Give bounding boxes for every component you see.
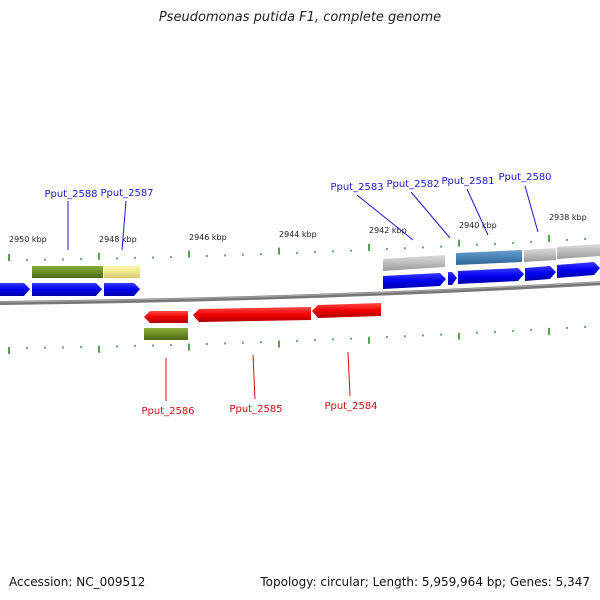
forward-cds-track [0,262,600,296]
leader-pput-2580 [524,185,539,233]
gene-label-pput-2580[interactable]: Pput_2580 [498,172,551,183]
leader-pput-2583 [356,194,414,241]
tick-label-2942: 2942 kbp [369,226,407,235]
tick-labels: 2950 kbp 2948 kbp 2946 kbp 2944 kbp 2942… [9,213,587,244]
genome-backbone [0,281,600,305]
leader-pput-2584 [347,351,351,397]
cog-block-pput-2587 [104,266,140,278]
cog-block-pput-2586 [144,328,188,340]
cog-block-pput-2580a [524,248,556,262]
cog-block-pput-2583 [383,255,445,271]
genome-summary: Topology: circular; Length: 5,959,964 bp… [260,575,590,589]
leader-pput-2581 [466,188,489,236]
gene-label-pput-2587[interactable]: Pput_2587 [100,188,153,199]
leader-pput-2585 [252,354,256,400]
cds-arrow-pput-2580a[interactable] [525,266,556,281]
leader-pput-2587 [121,200,127,251]
tick-label-2938: 2938 kbp [549,213,587,222]
tick-label-2946: 2946 kbp [189,233,227,242]
cog-block-pput-2581 [456,250,522,265]
reverse-cds-track [144,303,381,323]
gene-label-pput-2582[interactable]: Pput_2582 [386,179,439,190]
cds-arrow-pput-2585[interactable] [193,307,311,322]
label-leaders [67,185,539,401]
gene-labels: Pput_2588 Pput_2587 Pput_2583 Pput_2582 … [44,172,551,417]
cds-arrow-pput-2588[interactable] [32,283,102,296]
gene-label-pput-2584[interactable]: Pput_2584 [324,401,377,412]
cds-arrow-pput-2586[interactable] [144,311,188,323]
gene-label-pput-2588[interactable]: Pput_2588 [44,189,97,200]
cds-arrow-pput-2581[interactable] [458,268,524,284]
map-title: Pseudomonas putida F1, complete genome [158,10,442,25]
cog-band-forward [32,244,600,278]
tick-label-2940: 2940 kbp [459,221,497,230]
cog-block-pput-2580b [557,244,600,259]
cog-block-pput-2588 [32,266,103,278]
gene-label-pput-2583[interactable]: Pput_2583 [330,182,383,193]
inner-tick-ring [8,325,586,354]
cds-arrow-pput-2589[interactable] [0,283,30,296]
gene-label-pput-2581[interactable]: Pput_2581 [441,176,494,187]
cog-band-reverse [144,328,188,340]
tick-label-2944: 2944 kbp [279,230,317,239]
tick-label-2950: 2950 kbp [9,235,47,244]
gene-label-pput-2586[interactable]: Pput_2586 [141,406,194,417]
cds-arrow-pput-2580b[interactable] [557,262,600,278]
cds-arrow-pput-2582[interactable] [448,272,457,285]
gene-label-pput-2585[interactable]: Pput_2585 [229,404,282,415]
leader-pput-2582 [410,191,451,239]
tick-label-2948: 2948 kbp [99,235,137,244]
cds-arrow-pput-2583[interactable] [383,273,446,289]
accession-label: Accession: NC_009512 [9,575,146,589]
cds-arrow-pput-2584[interactable] [312,303,381,318]
cds-arrow-pput-2587[interactable] [104,283,140,296]
outer-tick-ring [8,234,586,261]
